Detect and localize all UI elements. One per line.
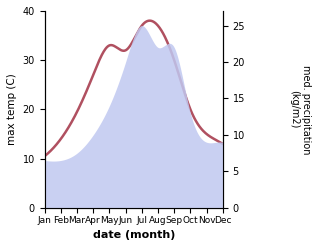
- Y-axis label: max temp (C): max temp (C): [7, 74, 17, 145]
- X-axis label: date (month): date (month): [93, 230, 175, 240]
- Y-axis label: med. precipitation
(kg/m2): med. precipitation (kg/m2): [289, 65, 311, 154]
